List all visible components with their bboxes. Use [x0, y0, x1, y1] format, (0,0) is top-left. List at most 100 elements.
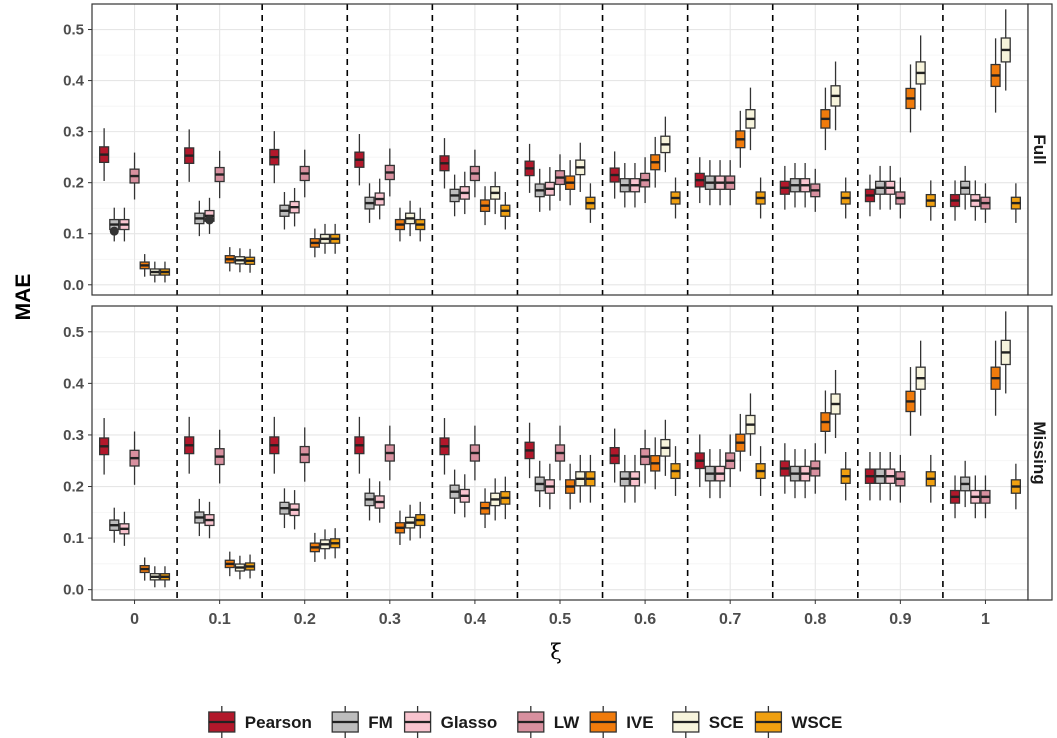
box-pearson: [949, 180, 961, 221]
box-glasso: [885, 165, 896, 210]
box-pearson: [864, 452, 876, 501]
box-lw: [299, 427, 310, 482]
y-tick-label: 0.2: [63, 479, 84, 496]
box-lw: [384, 148, 395, 197]
legend-label: SCE: [709, 713, 744, 732]
box-pearson: [99, 128, 110, 181]
box-pearson: [609, 428, 620, 483]
y-tick-label: 0.4: [63, 73, 85, 90]
box-sce: [660, 419, 671, 476]
facet-strip-label: Full: [1030, 134, 1049, 164]
y-tick-label: 0.5: [63, 22, 84, 39]
box-sce: [660, 116, 671, 173]
box-glasso: [970, 475, 981, 519]
box-sce: [149, 566, 160, 588]
box-glasso: [544, 167, 555, 211]
box-group-0.7: [694, 393, 766, 499]
box-ive: [905, 64, 916, 133]
box-ive: [990, 340, 1001, 416]
axis-layer: MAE ξ: [12, 274, 562, 664]
box-glasso: [714, 160, 726, 206]
box-ive: [139, 557, 150, 581]
box-pearson: [269, 416, 280, 474]
box-sce: [404, 504, 416, 541]
box-group-0.5: [524, 422, 596, 510]
box-lw: [129, 431, 140, 485]
x-tick-label: 0.8: [804, 611, 826, 628]
box-pearson: [524, 143, 535, 193]
box-fm: [534, 168, 545, 212]
y-tick-label: 0.1: [63, 226, 84, 243]
box-glasso: [289, 187, 300, 227]
box-ive: [479, 488, 491, 529]
box-wsce: [840, 452, 851, 501]
box-lw: [639, 157, 651, 204]
legend-item-wsce: WSCE: [754, 706, 842, 738]
box-pearson: [184, 416, 195, 474]
box-sce: [830, 61, 841, 131]
box-glasso: [629, 454, 641, 503]
legend-item-fm: FM: [331, 706, 393, 738]
box-glasso: [800, 449, 811, 499]
legend-label: LW: [554, 713, 580, 732]
box-pearson: [439, 138, 450, 189]
box-fm: [364, 183, 375, 223]
x-tick-label: 0.3: [379, 611, 401, 628]
legend-label: Glasso: [441, 713, 498, 732]
box-glasso: [204, 501, 215, 539]
box-ive: [394, 510, 406, 545]
box-fm: [194, 498, 205, 537]
box-lw: [725, 160, 736, 206]
legend-item-glasso: Glasso: [403, 706, 498, 738]
box-fm: [874, 452, 886, 501]
box-lw: [725, 434, 736, 488]
box-wsce: [500, 476, 511, 520]
x-tick-label: 0.9: [889, 611, 911, 628]
box-ive: [309, 532, 320, 562]
box-group-0.9: [864, 35, 936, 221]
box-sce: [745, 393, 756, 456]
box-lw: [810, 168, 821, 212]
panel-missing: 0.0 0.1 0.2 0.3 0.4 0.5 Missing: [63, 305, 1053, 601]
box-sce: [1000, 311, 1011, 394]
box-sce: [830, 369, 841, 439]
y-tick-label: 0.5: [63, 324, 84, 341]
box-glasso: [119, 207, 130, 242]
box-sce: [490, 478, 501, 521]
box-wsce: [330, 528, 341, 559]
box-wsce: [925, 454, 936, 503]
x-tick-label: 0: [130, 611, 139, 628]
y-tick-label: 0.1: [63, 530, 84, 547]
y-tick-label: 0.3: [63, 124, 84, 141]
x-tick-label: 0.4: [464, 611, 486, 628]
y-tick-label: 0.3: [63, 427, 84, 444]
box-sce: [319, 223, 331, 254]
box-wsce: [925, 180, 936, 221]
box-lw: [469, 149, 481, 198]
legend-item-pearson: Pearson: [208, 706, 312, 738]
box-group-0.3: [354, 134, 426, 242]
box-ive: [565, 463, 576, 510]
box-group-0: [99, 418, 171, 588]
x-tick-label: 1: [981, 611, 990, 628]
y-axis-title: MAE: [12, 274, 35, 321]
x-tick-label: 0.2: [294, 611, 316, 628]
box-lw: [299, 149, 310, 198]
box-sce: [575, 142, 586, 193]
box-fm: [789, 163, 801, 208]
legend-label: FM: [368, 713, 393, 732]
box-fm: [534, 460, 545, 508]
x-axis-title: ξ: [550, 640, 562, 664]
box-fm: [619, 454, 630, 503]
box-sce: [745, 87, 756, 151]
box-lw: [384, 425, 395, 481]
legend-label: IVE: [626, 713, 653, 732]
box-pearson: [439, 418, 450, 475]
box-glasso: [714, 449, 726, 499]
facet-strip-label: Missing: [1030, 421, 1049, 484]
box-wsce: [415, 207, 426, 242]
box-wsce: [585, 454, 596, 503]
box-pearson: [184, 129, 195, 182]
box-sce: [319, 529, 331, 560]
